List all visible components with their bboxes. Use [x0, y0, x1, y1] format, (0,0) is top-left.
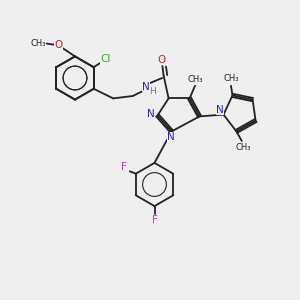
Text: N: N [142, 82, 150, 92]
Text: Cl: Cl [100, 54, 110, 64]
Text: N: N [167, 131, 175, 142]
Text: CH₃: CH₃ [188, 75, 203, 84]
Text: N: N [147, 109, 155, 119]
Text: H: H [149, 87, 156, 96]
Text: N: N [216, 105, 224, 115]
Text: O: O [157, 55, 165, 65]
Text: CH₃: CH₃ [235, 143, 251, 152]
Text: O: O [54, 40, 63, 50]
Text: F: F [152, 214, 158, 225]
Text: F: F [122, 162, 127, 172]
Text: CH₃: CH₃ [223, 74, 239, 83]
Text: CH₃: CH₃ [31, 39, 46, 48]
